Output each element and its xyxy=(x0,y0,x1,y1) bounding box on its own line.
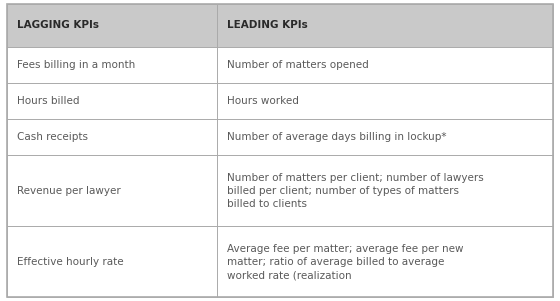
Bar xyxy=(217,155,553,226)
Text: Hours worked: Hours worked xyxy=(227,96,299,106)
Bar xyxy=(217,83,553,119)
Bar xyxy=(217,119,553,155)
Bar xyxy=(7,119,217,155)
Bar xyxy=(7,4,217,47)
Text: Revenue per lawyer: Revenue per lawyer xyxy=(17,186,120,196)
Bar xyxy=(217,4,553,47)
Text: Number of matters opened: Number of matters opened xyxy=(227,60,369,70)
Bar xyxy=(7,155,217,226)
Bar xyxy=(217,83,553,119)
Bar xyxy=(217,155,553,226)
Text: Effective hourly rate: Effective hourly rate xyxy=(17,257,123,267)
Bar xyxy=(7,119,217,155)
Bar xyxy=(217,47,553,83)
Text: Number of average days billing in lockup*: Number of average days billing in lockup… xyxy=(227,132,447,142)
Text: Fees billing in a month: Fees billing in a month xyxy=(17,60,135,70)
Bar xyxy=(7,226,217,297)
Text: Average fee per matter; average fee per new
matter; ratio of average billed to a: Average fee per matter; average fee per … xyxy=(227,244,464,280)
Text: Number of matters per client; number of lawyers
billed per client; number of typ: Number of matters per client; number of … xyxy=(227,173,484,209)
Bar xyxy=(7,83,217,119)
Bar xyxy=(7,226,217,297)
Bar xyxy=(217,119,553,155)
Bar xyxy=(217,4,553,47)
Bar xyxy=(217,47,553,83)
Bar xyxy=(7,155,217,226)
Bar xyxy=(7,4,217,47)
Text: Hours billed: Hours billed xyxy=(17,96,80,106)
Bar xyxy=(7,47,217,83)
Text: Cash receipts: Cash receipts xyxy=(17,132,88,142)
Text: LAGGING KPIs: LAGGING KPIs xyxy=(17,20,99,30)
Text: LEADING KPIs: LEADING KPIs xyxy=(227,20,308,30)
Bar xyxy=(217,226,553,297)
Bar xyxy=(7,83,217,119)
Bar xyxy=(7,47,217,83)
Bar xyxy=(217,226,553,297)
